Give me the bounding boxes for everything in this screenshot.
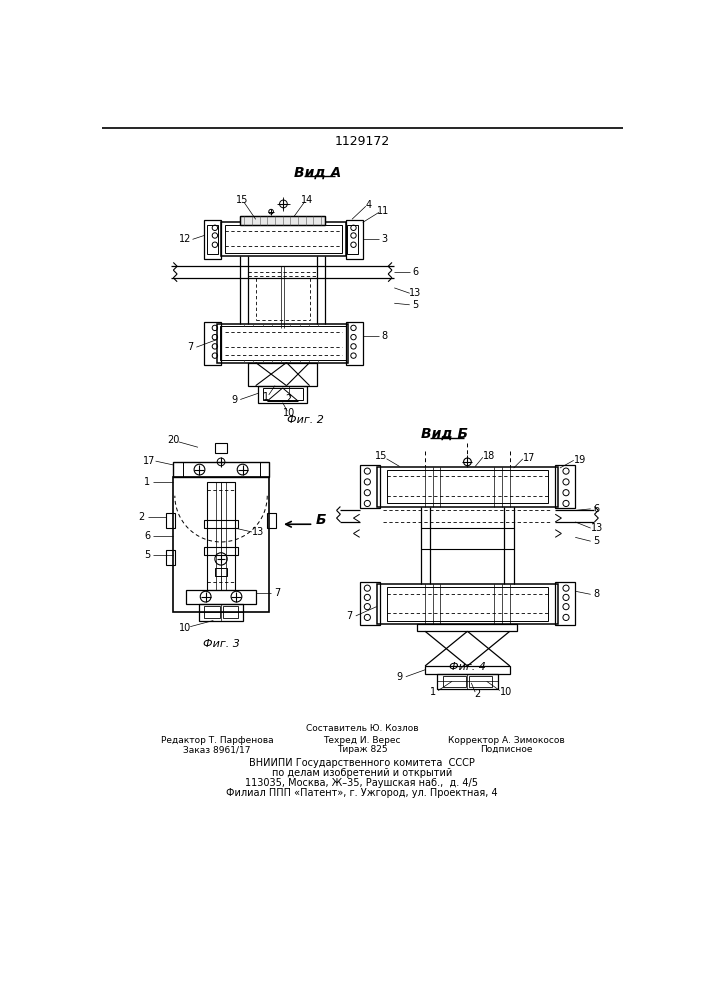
Bar (223, 606, 238, 618)
Text: 7: 7 (346, 611, 353, 621)
Text: Вид А: Вид А (293, 165, 341, 179)
Bar (240, 216, 325, 225)
Bar (443, 676, 466, 687)
Text: Вид Б: Вид Б (421, 427, 468, 441)
Text: Редактор Т. Парфенова: Редактор Т. Парфенова (161, 736, 274, 745)
Text: 1: 1 (144, 477, 150, 487)
Text: Фиг. 3: Фиг. 3 (203, 639, 240, 649)
Bar (217, 324, 348, 363)
Text: 2: 2 (286, 394, 292, 404)
Text: 5: 5 (412, 300, 419, 310)
Bar (360, 582, 380, 625)
Bar (377, 584, 559, 624)
Text: 7: 7 (187, 342, 194, 352)
Text: 17: 17 (144, 456, 156, 466)
Bar (221, 222, 346, 256)
Text: 1: 1 (264, 392, 269, 402)
Text: 10: 10 (179, 623, 191, 633)
Text: 6: 6 (144, 531, 150, 541)
Text: 1: 1 (430, 687, 436, 697)
Text: 2: 2 (474, 689, 481, 699)
Text: 5: 5 (594, 536, 600, 546)
Bar (387, 587, 549, 620)
Bar (204, 547, 238, 555)
Text: 13: 13 (252, 527, 264, 537)
Bar (165, 513, 175, 528)
Text: Техред И. Верес: Техред И. Верес (323, 736, 401, 745)
Bar (437, 674, 498, 689)
Text: 6: 6 (594, 504, 600, 514)
Bar (240, 216, 325, 225)
Text: 4: 4 (366, 200, 372, 210)
Bar (346, 322, 363, 365)
Bar (425, 666, 510, 674)
Text: 9: 9 (232, 395, 238, 405)
Bar (187, 590, 256, 604)
Text: 20: 20 (167, 435, 180, 445)
Bar (347, 225, 358, 254)
Bar (248, 363, 317, 386)
Bar (417, 624, 518, 631)
Text: Составитель Ю. Козлов: Составитель Ю. Козлов (305, 724, 419, 733)
Text: Подписное: Подписное (479, 745, 532, 754)
Bar (173, 477, 269, 612)
Text: ВНИИПИ Государственного комитета  СССР: ВНИИПИ Государственного комитета СССР (249, 758, 475, 768)
Text: 3: 3 (381, 234, 387, 244)
Text: 18: 18 (483, 451, 495, 461)
Bar (555, 582, 575, 625)
Bar (377, 466, 559, 507)
Text: 7: 7 (274, 588, 281, 598)
Text: 8: 8 (381, 331, 387, 341)
Text: Тираж 825: Тираж 825 (337, 745, 387, 754)
Text: по делам изобретений и открытий: по делам изобретений и открытий (271, 768, 452, 778)
Text: 1129172: 1129172 (334, 135, 390, 148)
Bar (387, 470, 549, 503)
Text: 8: 8 (594, 589, 600, 599)
Bar (204, 322, 221, 365)
Text: Фиг. 4: Фиг. 4 (449, 662, 486, 672)
Bar (173, 462, 269, 477)
Bar (346, 220, 363, 259)
Bar (225, 225, 342, 253)
Bar (215, 443, 227, 453)
Text: 9: 9 (397, 672, 403, 682)
Text: 17: 17 (523, 453, 535, 463)
Text: 15: 15 (375, 451, 387, 461)
Text: 11: 11 (377, 206, 389, 216)
Text: 12: 12 (180, 234, 192, 244)
Bar (207, 225, 218, 254)
Bar (204, 606, 219, 618)
Bar (360, 465, 380, 508)
Text: 5: 5 (144, 550, 151, 560)
Text: Филиал ППП «Патент», г. Ужгород, ул. Проектная, 4: Филиал ППП «Патент», г. Ужгород, ул. Про… (226, 788, 498, 798)
Text: 10: 10 (284, 408, 296, 418)
Text: 113035, Москва, Ж–35, Раушская наб.,  д. 4/5: 113035, Москва, Ж–35, Раушская наб., д. … (245, 778, 479, 788)
Bar (262, 388, 303, 400)
Text: 13: 13 (590, 523, 603, 533)
Text: 15: 15 (235, 195, 248, 205)
Text: Заказ 8961/17: Заказ 8961/17 (183, 745, 251, 754)
Bar (207, 482, 235, 590)
Text: 6: 6 (412, 267, 418, 277)
Text: 2: 2 (139, 512, 145, 522)
Text: 10: 10 (500, 687, 512, 697)
Text: 14: 14 (301, 195, 313, 205)
Text: Фиг. 2: Фиг. 2 (287, 415, 325, 425)
Bar (165, 550, 175, 565)
Bar (258, 386, 308, 403)
Text: Б: Б (316, 513, 327, 527)
Bar (555, 465, 575, 508)
Bar (267, 513, 276, 528)
Text: Корректор А. Зимокосов: Корректор А. Зимокосов (448, 736, 564, 745)
Text: 13: 13 (409, 288, 421, 298)
Bar (199, 604, 243, 620)
Text: 19: 19 (574, 455, 586, 465)
Bar (219, 326, 346, 360)
Bar (204, 520, 238, 528)
Bar (204, 220, 221, 259)
Bar (215, 568, 227, 576)
Bar (469, 676, 492, 687)
Bar (182, 462, 259, 477)
